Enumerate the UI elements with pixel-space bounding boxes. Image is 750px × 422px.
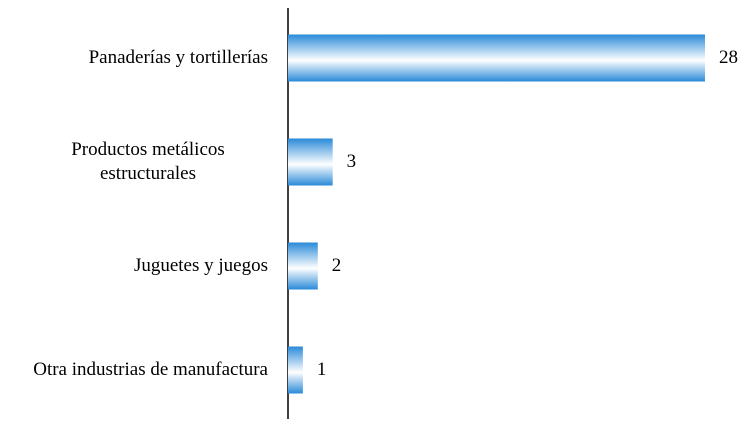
category-text: Productos metálicos estructurales [71,139,225,184]
bar [288,242,318,290]
value-label: 28 [719,47,738,68]
category-label: Juguetes y juegos [0,214,268,318]
category-text: Otra industrias de manufactura [33,359,268,380]
category-label: Otra industrias de manufactura [0,318,268,422]
bar [288,138,333,186]
value-label: 3 [346,151,357,172]
bar [288,346,303,394]
bar [288,34,705,82]
category-text: Juguetes y juegos [133,255,268,276]
value-label: 2 [331,255,342,276]
value-label: 1 [316,359,327,380]
category-label: Productos metálicos estructurales [0,110,268,214]
category-label: Panaderías y tortillerías [0,6,268,110]
category-text: Panaderías y tortillerías [88,47,268,68]
